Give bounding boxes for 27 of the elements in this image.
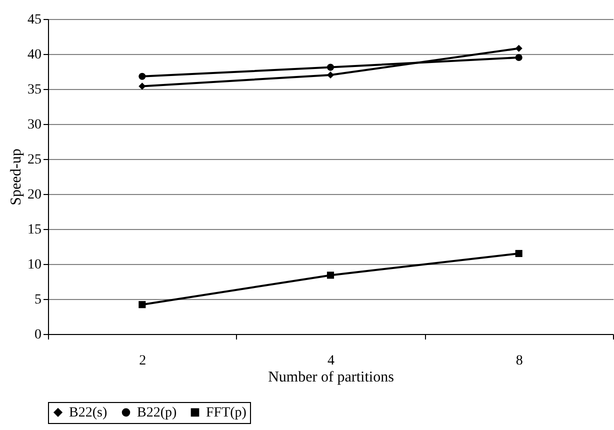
y-tick-label: 0 bbox=[34, 328, 42, 342]
y-tick-label: 35 bbox=[28, 82, 42, 98]
point bbox=[326, 272, 334, 279]
y-tick-label: 15 bbox=[28, 222, 42, 238]
y-tick-label: 10 bbox=[28, 258, 42, 272]
x-tick-label: 8 bbox=[516, 354, 523, 368]
y-axis-title: Speed-up bbox=[8, 148, 24, 206]
point bbox=[515, 250, 522, 258]
point bbox=[326, 64, 334, 71]
point bbox=[326, 71, 334, 79]
x-tick-label: 4 bbox=[328, 354, 334, 368]
x-tick-label: 2 bbox=[139, 354, 146, 368]
point bbox=[138, 82, 146, 90]
point bbox=[138, 301, 146, 308]
y-tick-label: 5 bbox=[34, 292, 42, 308]
point bbox=[515, 54, 522, 62]
point bbox=[138, 72, 146, 80]
y-tick-label: 25 bbox=[28, 152, 42, 168]
legend-label: FFT(p) bbox=[206, 405, 247, 420]
legend-label: B22(p) bbox=[137, 405, 177, 420]
y-tick-label: 40 bbox=[28, 48, 42, 62]
point bbox=[515, 44, 522, 52]
x-axis-title: Number of partitions bbox=[268, 370, 394, 386]
y-tick-label: 30 bbox=[28, 118, 42, 132]
y-tick-label: 20 bbox=[28, 188, 42, 202]
legend-label: B22(s) bbox=[69, 405, 108, 420]
y-tick-label: 45 bbox=[28, 12, 42, 28]
